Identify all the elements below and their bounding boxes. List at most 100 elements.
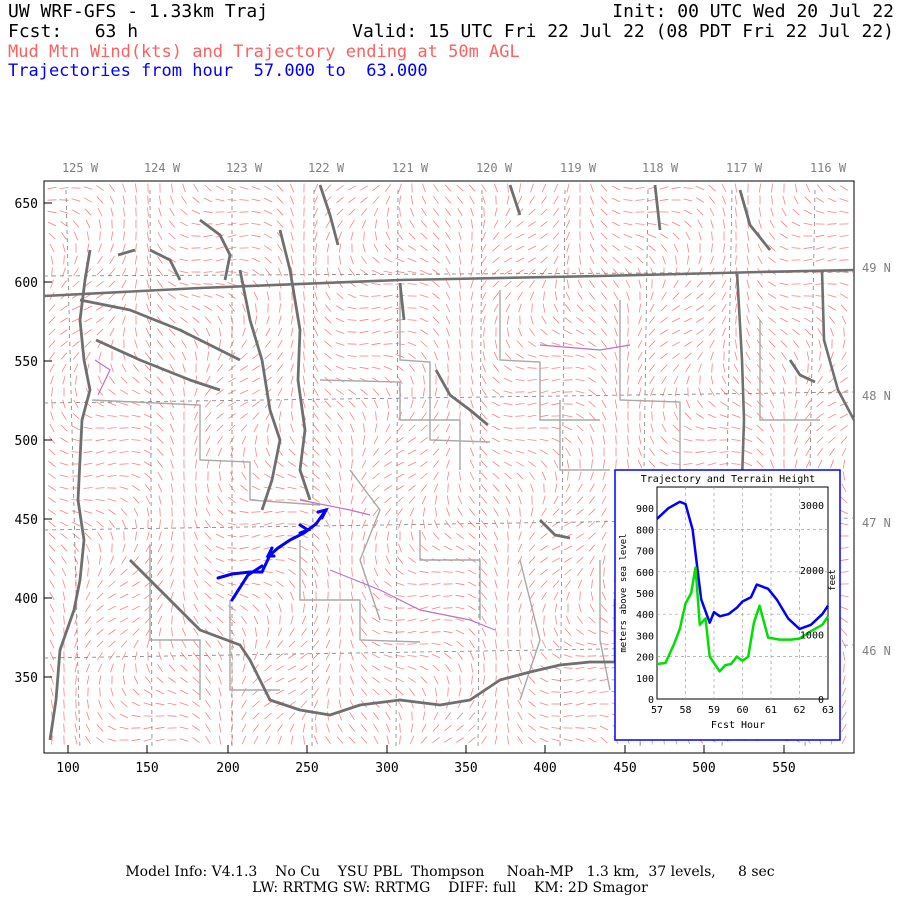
wind-barb <box>339 531 341 541</box>
wind-barb <box>554 291 558 301</box>
wind-barb <box>362 531 366 541</box>
wind-barb <box>239 235 249 237</box>
wind-barb <box>551 367 561 369</box>
wind-barb <box>312 436 320 444</box>
wind-barb <box>566 183 570 193</box>
wind-barb <box>443 641 453 647</box>
wind-barb <box>264 712 272 720</box>
wind-barb <box>611 197 621 203</box>
wind-barb <box>420 472 428 480</box>
wind-barb <box>575 655 585 657</box>
wind-barb <box>170 555 174 565</box>
wind-barb <box>83 413 93 419</box>
wind-barb <box>266 423 270 433</box>
wind-barb <box>527 450 537 454</box>
wind-barb <box>841 351 847 361</box>
wind-barb <box>59 521 69 527</box>
wind-barb <box>145 327 151 337</box>
wind-barb <box>83 462 93 466</box>
wind-barb <box>709 207 715 217</box>
wind-barb <box>468 545 476 551</box>
wind-barb <box>769 219 775 229</box>
wind-barb <box>698 363 702 373</box>
wind-barb <box>109 255 115 265</box>
wind-barb <box>122 327 126 337</box>
wind-barb <box>695 197 705 203</box>
wind-barb <box>408 556 416 564</box>
wind-barb <box>492 244 500 252</box>
wind-barb <box>539 702 549 706</box>
wind-barb <box>337 231 343 241</box>
wind-barb <box>648 316 656 324</box>
wind-barb <box>290 351 294 361</box>
trajectory-path[interactable] <box>216 507 329 602</box>
wind-barb <box>493 351 499 361</box>
wind-barb <box>444 532 452 540</box>
wind-barb <box>731 463 741 465</box>
wind-barb <box>830 351 834 361</box>
wind-barb <box>599 714 609 718</box>
wind-barb <box>243 639 245 649</box>
wind-barb <box>527 245 537 251</box>
wind-barb <box>683 305 693 311</box>
wind-barb <box>348 208 356 216</box>
wind-barb <box>443 737 453 743</box>
wind-barb <box>385 423 391 433</box>
wind-barb <box>290 255 294 265</box>
wind-barb <box>143 702 153 706</box>
wind-barb <box>132 688 140 696</box>
wind-barb <box>468 628 476 636</box>
wind-barb <box>587 726 597 730</box>
wind-barb <box>480 580 488 588</box>
wind-barb <box>731 439 741 441</box>
wind-barb <box>445 267 451 277</box>
wind-barb <box>419 630 429 634</box>
wind-barb <box>471 675 473 685</box>
wind-barb <box>252 604 260 612</box>
wind-barb <box>324 352 332 360</box>
wind-barb <box>131 714 141 718</box>
wind-barb <box>227 234 237 238</box>
wind-barb <box>239 259 249 261</box>
trajectory-height-inset: Trajectory and Terrain Height 57 58 59 60 61… <box>614 469 841 741</box>
wind-barb <box>515 439 525 441</box>
wind-barb <box>218 327 222 337</box>
wind-barb <box>383 642 393 646</box>
longitude-label: 125 W <box>62 161 99 175</box>
wind-barb <box>432 532 440 540</box>
wind-barb <box>471 219 473 229</box>
wind-barb <box>815 210 825 214</box>
wind-barb <box>794 411 798 421</box>
wind-barb <box>303 327 305 337</box>
wind-barb <box>134 519 138 529</box>
wind-barb <box>517 711 523 721</box>
wind-barb <box>407 583 417 585</box>
wind-barb <box>277 255 283 265</box>
wind-barb <box>278 603 282 613</box>
wind-barb <box>83 305 93 311</box>
wind-barb <box>396 436 404 444</box>
wind-barb <box>205 735 211 745</box>
wind-barb <box>180 664 188 672</box>
wind-barb <box>794 435 798 445</box>
wind-barb <box>695 426 705 430</box>
wind-barb <box>83 450 93 454</box>
wind-barb <box>817 459 823 469</box>
wind-barb <box>443 607 453 609</box>
wind-barb <box>541 315 547 325</box>
wind-barb <box>527 354 537 358</box>
wind-barb <box>839 293 849 299</box>
wind-barb <box>481 184 487 192</box>
wind-barb <box>242 663 246 673</box>
wind-barb <box>123 207 125 217</box>
wind-barb <box>494 735 498 745</box>
wind-barb <box>313 339 319 349</box>
wind-barb <box>564 436 572 444</box>
wind-barb <box>638 279 642 289</box>
wind-barb <box>671 463 681 465</box>
wind-barb <box>361 256 367 264</box>
wind-barb <box>407 570 417 574</box>
wind-barb <box>603 567 605 577</box>
wind-barb <box>264 256 272 264</box>
wind-barb <box>59 199 69 201</box>
